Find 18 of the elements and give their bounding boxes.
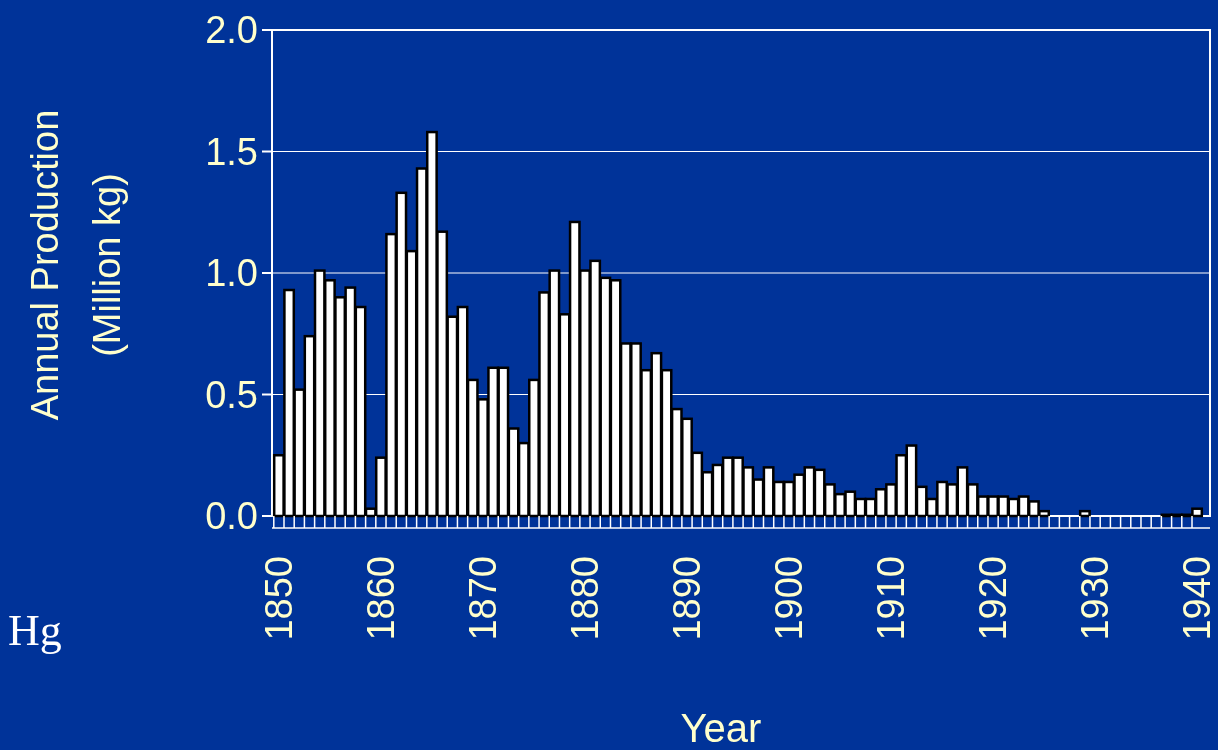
x-tick-label: 1940 [1176, 556, 1218, 641]
y-tick-label: 0.0 [205, 495, 258, 538]
y-tick-label: 1.5 [205, 130, 258, 173]
y-tick-label: 2.0 [205, 9, 258, 52]
x-tick-label: 1920 [972, 556, 1015, 641]
x-tick-label: 1910 [870, 556, 913, 641]
x-axis-title: Year [680, 706, 762, 750]
x-tick-label: 1900 [768, 556, 811, 641]
x-tick-label: 1930 [1074, 556, 1117, 641]
y-tick-label: 0.5 [205, 373, 258, 416]
x-tick-label: 1860 [360, 556, 403, 641]
x-tick-label: 1850 [258, 556, 301, 641]
text: Hg [8, 606, 62, 655]
y-axis-title: Annual Production (Million kg) [24, 109, 129, 421]
x-tick-label: 1880 [564, 556, 607, 641]
x-tick-label: 1890 [666, 556, 709, 641]
x-tick-label: 1870 [462, 556, 505, 641]
y-tick-label: 1.0 [205, 252, 258, 295]
